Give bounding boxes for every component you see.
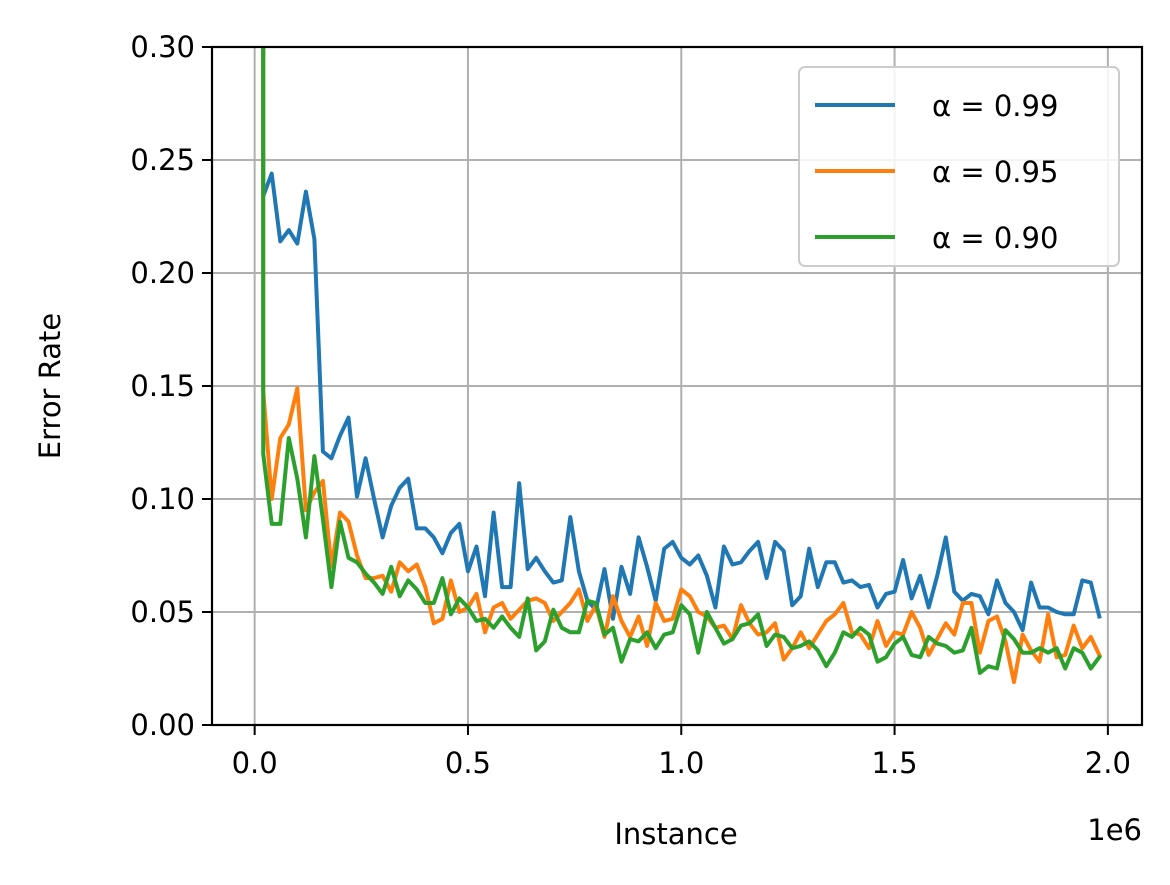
series-line-0 xyxy=(261,47,1102,633)
x-tick-label: 2.0 xyxy=(1085,746,1131,780)
series-lines xyxy=(261,47,1103,685)
legend-label-2: α = 0.90 xyxy=(932,221,1058,255)
x-tick-label: 0.5 xyxy=(445,746,491,780)
y-tick-label: 0.30 xyxy=(130,30,195,64)
legend: α = 0.99 α = 0.95 α = 0.90 xyxy=(798,66,1120,267)
x-tick-label: 1.0 xyxy=(658,746,704,780)
y-tick-label: 0.15 xyxy=(130,369,195,403)
series-line-2 xyxy=(261,47,1103,675)
legend-label-1: α = 0.95 xyxy=(932,155,1058,189)
x-axis-offset-label: 1e6 xyxy=(1087,813,1142,847)
legend-box xyxy=(798,66,1120,267)
y-tick-label: 0.05 xyxy=(130,595,195,629)
y-axis-title: Error Rate xyxy=(33,313,67,459)
axis-ticks: 0.0 0.5 1.0 1.5 2.0 0.00 0.05 0.10 0.15 0.20 0.25 0… xyxy=(130,30,1131,780)
y-tick-label: 0.00 xyxy=(130,708,195,742)
x-tick-label: 0.0 xyxy=(232,746,278,780)
legend-label-0: α = 0.99 xyxy=(932,89,1058,123)
y-tick-label: 0.25 xyxy=(130,143,195,177)
y-tick-label: 0.20 xyxy=(130,256,195,290)
x-axis-title: Instance xyxy=(614,817,737,851)
y-tick-label: 0.10 xyxy=(130,482,195,516)
x-tick-label: 1.5 xyxy=(872,746,918,780)
